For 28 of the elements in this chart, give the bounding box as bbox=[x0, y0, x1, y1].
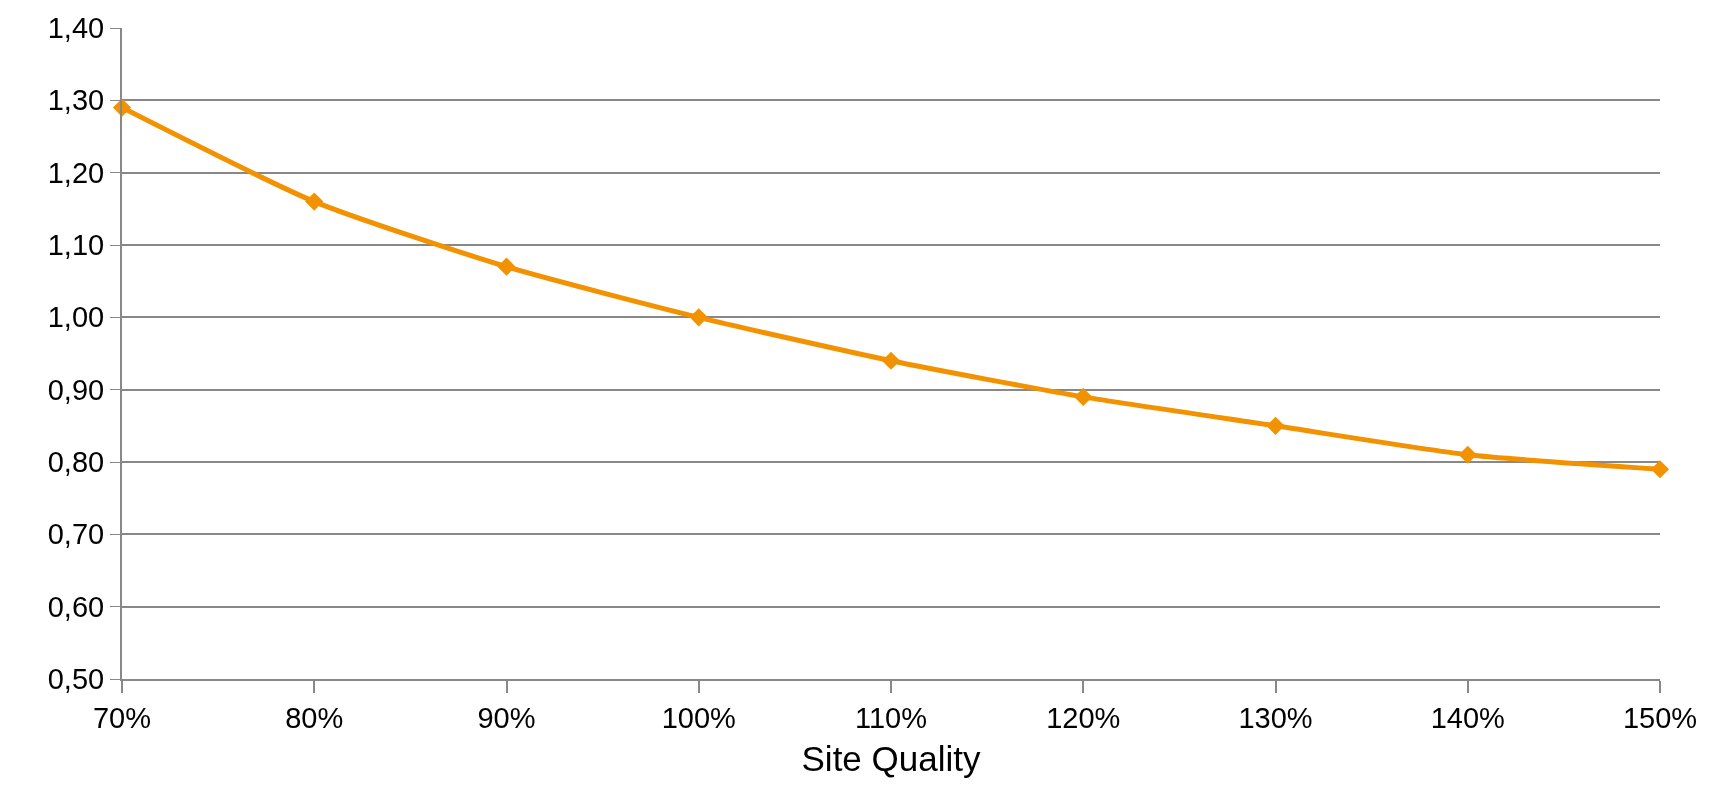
y-tick-label: 0,90 bbox=[47, 373, 105, 406]
y-tick-label: 1,30 bbox=[47, 84, 105, 117]
y-tick-label: 1,10 bbox=[47, 229, 105, 262]
y-tick-label: 1,00 bbox=[47, 301, 105, 334]
y-tick-label: 1,20 bbox=[47, 156, 105, 189]
y-tick-label: 0,80 bbox=[47, 446, 105, 479]
x-tick-label: 110% bbox=[854, 701, 928, 734]
y-tick-label: 0,50 bbox=[47, 663, 105, 696]
x-tick-label: 100% bbox=[661, 701, 736, 734]
point bbox=[1458, 445, 1477, 464]
point bbox=[305, 192, 324, 211]
y-tick-label: 0,60 bbox=[47, 590, 105, 623]
x-axis-title: Site Quality bbox=[801, 739, 981, 779]
point bbox=[1266, 416, 1285, 435]
x-tick-label: 140% bbox=[1430, 701, 1505, 734]
x-tick-label: 120% bbox=[1046, 701, 1121, 734]
x-tick-label: 70% bbox=[92, 701, 152, 734]
x-tick-label: 130% bbox=[1238, 701, 1313, 734]
x-tick-label: 80% bbox=[285, 701, 344, 734]
point bbox=[1650, 460, 1670, 479]
x-tick-label: 90% bbox=[477, 701, 536, 734]
y-tick-label: 1,40 bbox=[47, 12, 105, 45]
x-tick-label: 150% bbox=[1622, 701, 1698, 734]
point bbox=[1074, 387, 1093, 406]
point bbox=[881, 351, 901, 370]
point bbox=[497, 257, 516, 276]
point bbox=[689, 308, 708, 327]
y-tick-label: 0,70 bbox=[47, 518, 105, 551]
